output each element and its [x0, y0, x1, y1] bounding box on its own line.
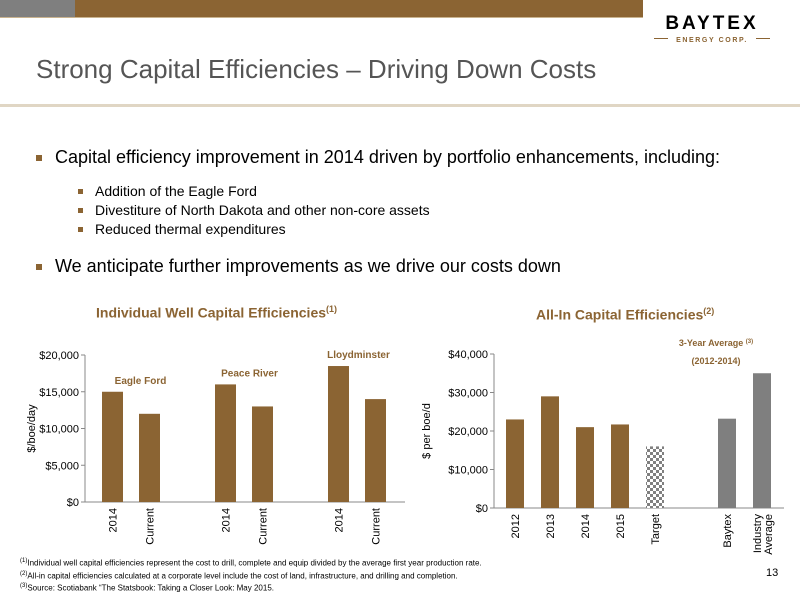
annotation-text: 3-Year Average	[679, 338, 746, 348]
footnote-2-sup: (2)	[20, 570, 28, 577]
bullet-main-2: We anticipate further improvements as we…	[55, 256, 561, 276]
bar-target	[646, 446, 664, 508]
footnote-3: (3)Source: Scotiabank “The Statsbook: Ta…	[20, 581, 482, 594]
title-divider	[0, 104, 800, 107]
bullet-main-1: Capital efficiency improvement in 2014 d…	[55, 147, 721, 167]
footnote-1-text: Individual well capital efficiencies rep…	[27, 558, 482, 568]
bullet-sub-3: Reduced thermal expenditures	[95, 221, 286, 237]
x-tick-label: Current	[371, 508, 383, 545]
baytex-logo: BAYTEX ENERGY CORP.	[652, 12, 772, 62]
y-tick-label: $20,000	[39, 350, 79, 362]
chart-right-title-text: All-In Capital Efficiencies	[536, 306, 704, 323]
bar-2013	[541, 396, 559, 508]
bar-2014	[576, 427, 594, 508]
group-label: Lloydminster	[327, 350, 390, 361]
y-tick-label: $10,000	[39, 424, 79, 436]
bullet-square	[36, 155, 42, 161]
x-tick-label: 2014	[221, 508, 233, 532]
bar-2012	[506, 419, 524, 508]
footnote-1-sup: (1)	[20, 558, 28, 564]
y-tick-label: $10,000	[448, 465, 488, 477]
x-tick-label: 2014	[334, 508, 346, 532]
annotation-sup: (3)	[746, 339, 753, 345]
footnote-2: (2)All-in capital efficiencies calculate…	[20, 569, 482, 582]
group-label: Eagle Ford	[115, 376, 167, 387]
page-title: Strong Capital Efficiencies – Driving Do…	[36, 54, 597, 84]
x-tick-label-line: Industry	[752, 514, 764, 554]
y-tick-label: $20,000	[448, 426, 488, 438]
bar-peace-river-2014	[215, 384, 236, 502]
header-bar-brown	[75, 0, 643, 17]
footnotes: (1)Individual well capital efficiencies …	[20, 556, 482, 594]
bar-2015	[611, 424, 629, 508]
bar-lloydminster-2014	[328, 366, 349, 502]
logo-word: BAYTEX	[665, 13, 759, 34]
bar-lloydminster-current	[365, 399, 386, 502]
header-bar-grey	[0, 0, 75, 17]
chart-individual-well: $0 $5,000 $10,000 $15,000 $20,000 $/boe/day 20…	[26, 350, 405, 545]
x-tick-label: Current	[145, 508, 157, 545]
bullet-square	[36, 264, 42, 270]
header-line	[0, 17, 643, 18]
footnote-3-sup: (3)	[20, 583, 28, 590]
bullet-sub-2: Divestiture of North Dakota and other no…	[95, 202, 430, 218]
y-axis-label: $ per boe/d	[421, 403, 433, 459]
annotation-line-2: (2012-2014)	[691, 356, 740, 366]
x-tick-label: 2014	[108, 508, 120, 532]
chart-left-title-text: Individual Well Capital Efficiencies	[96, 304, 327, 321]
bar-industry-average	[753, 373, 771, 508]
chart-right-title: All-In Capital Efficiencies(2)	[536, 306, 714, 323]
x-tick-label: 2013	[545, 514, 557, 538]
chart-left-title-sup: (1)	[326, 304, 338, 314]
logo-rule-left	[654, 38, 668, 39]
y-tick-label: $30,000	[448, 388, 488, 400]
y-tick-label: $5,000	[45, 460, 79, 472]
x-tick-label-line: Average	[763, 514, 775, 555]
y-tick-label: $0	[476, 503, 488, 515]
bullet-square	[78, 208, 83, 213]
chart-all-in: $0 $10,000 $20,000 $30,000 $40,000 $ per boe/…	[421, 338, 784, 555]
bar-peace-river-current	[252, 406, 273, 502]
footnote-1: (1)Individual well capital efficiencies …	[20, 556, 482, 569]
x-tick-label: Baytex	[722, 514, 734, 548]
logo-sub: ENERGY CORP.	[676, 37, 748, 44]
footnote-3-text: Source: Scotiabank “The Statsbook: Takin…	[27, 583, 274, 593]
y-tick-label: $0	[67, 497, 79, 509]
x-tick-label: 2014	[580, 514, 592, 538]
bar-eagle-ford-2014	[102, 391, 123, 502]
y-tick-label: $15,000	[39, 387, 79, 399]
x-tick-label: Current	[258, 508, 270, 545]
bullet-sub-1: Addition of the Eagle Ford	[95, 183, 257, 199]
x-tick-label: Target	[650, 514, 662, 545]
x-tick-label: 2012	[510, 514, 522, 538]
x-tick-label: 2015	[615, 514, 627, 538]
x-tick-label: IndustryAverage	[752, 514, 775, 555]
chart-left-title: Individual Well Capital Efficiencies(1)	[96, 304, 337, 321]
annotation-line-1: 3-Year Average (3)	[679, 338, 753, 348]
page-number: 13	[766, 567, 779, 579]
y-axis-label: $/boe/day	[26, 404, 38, 453]
group-label: Peace River	[221, 368, 278, 379]
y-tick-label: $40,000	[448, 349, 488, 361]
bullet-square	[78, 227, 83, 232]
bar-eagle-ford-current	[139, 413, 160, 502]
bullet-square	[78, 189, 83, 194]
logo-rule-right	[756, 38, 770, 39]
chart-right-title-sup: (2)	[703, 306, 715, 316]
bar-baytex	[718, 418, 736, 508]
footnote-2-text: All-in capital efficiencies calculated a…	[27, 571, 458, 581]
